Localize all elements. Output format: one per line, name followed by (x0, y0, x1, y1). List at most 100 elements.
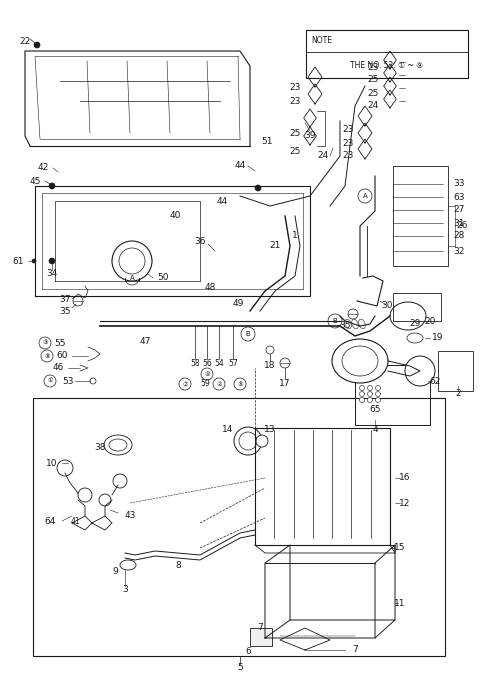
Text: 16: 16 (399, 473, 411, 483)
Circle shape (348, 309, 358, 319)
Text: 57: 57 (228, 359, 238, 369)
Circle shape (360, 397, 364, 403)
Text: 23: 23 (342, 138, 354, 148)
Circle shape (368, 391, 372, 397)
Ellipse shape (407, 333, 423, 343)
Text: 41: 41 (70, 517, 80, 525)
Text: 54: 54 (214, 359, 224, 369)
Text: 36: 36 (194, 237, 206, 245)
Text: 1: 1 (292, 231, 298, 241)
Text: 31: 31 (453, 218, 465, 228)
Text: 25: 25 (289, 146, 300, 155)
Text: B: B (333, 318, 337, 324)
Text: 25: 25 (367, 89, 379, 98)
Text: ②: ② (216, 382, 222, 386)
Circle shape (375, 386, 381, 391)
Text: 55: 55 (54, 338, 66, 348)
Circle shape (34, 42, 40, 48)
Ellipse shape (345, 319, 351, 329)
Bar (393, 293, 441, 321)
Text: 22: 22 (19, 37, 31, 45)
Text: 50: 50 (157, 273, 169, 283)
Text: 49: 49 (232, 300, 244, 308)
Text: 40: 40 (169, 212, 180, 220)
Circle shape (266, 346, 274, 354)
Text: 39: 39 (304, 132, 316, 140)
Text: 45: 45 (29, 176, 41, 186)
Text: 33: 33 (453, 180, 465, 188)
Text: 9: 9 (112, 567, 118, 576)
Text: 32: 32 (453, 247, 464, 256)
Text: 17: 17 (279, 380, 291, 388)
Circle shape (234, 378, 246, 390)
Circle shape (119, 248, 145, 274)
Text: 29: 29 (409, 319, 420, 329)
Circle shape (179, 378, 191, 390)
Circle shape (39, 337, 51, 349)
Text: 12: 12 (399, 498, 411, 508)
Circle shape (32, 259, 36, 263)
Ellipse shape (390, 302, 426, 330)
Circle shape (328, 314, 342, 328)
Text: ⑤: ⑤ (237, 382, 243, 386)
Circle shape (375, 397, 381, 403)
Circle shape (255, 185, 261, 191)
Bar (250, 628, 272, 646)
Circle shape (375, 391, 381, 397)
Text: 23: 23 (342, 125, 354, 134)
Text: 59: 59 (200, 380, 210, 388)
Circle shape (99, 494, 111, 506)
Circle shape (41, 350, 53, 362)
Text: A: A (362, 193, 367, 199)
Circle shape (360, 386, 364, 391)
Circle shape (125, 271, 139, 285)
Text: 64: 64 (44, 517, 56, 525)
Ellipse shape (352, 319, 358, 329)
Ellipse shape (359, 319, 365, 329)
Text: 61: 61 (12, 256, 24, 266)
Ellipse shape (120, 560, 136, 570)
Text: 27: 27 (453, 205, 464, 214)
Text: 19: 19 (432, 334, 444, 342)
Circle shape (360, 391, 364, 397)
Text: 58: 58 (190, 359, 200, 369)
Text: 44: 44 (216, 197, 228, 205)
Text: 42: 42 (37, 163, 48, 172)
Ellipse shape (109, 439, 127, 451)
Ellipse shape (332, 339, 388, 383)
Text: 23: 23 (289, 83, 300, 92)
Text: 65: 65 (369, 405, 381, 414)
Text: ③: ③ (42, 340, 48, 346)
Circle shape (44, 375, 56, 387)
Text: 28: 28 (453, 231, 464, 241)
Text: 24: 24 (317, 151, 329, 161)
Text: 53: 53 (62, 376, 74, 386)
Text: 62: 62 (429, 376, 441, 386)
Text: 35: 35 (59, 306, 71, 315)
Circle shape (368, 386, 372, 391)
Text: 56: 56 (202, 359, 212, 369)
Text: A: A (130, 275, 134, 281)
Circle shape (112, 241, 152, 281)
Text: THE NO. 52: ① ~ ⑨: THE NO. 52: ① ~ ⑨ (350, 62, 423, 71)
Text: 35: 35 (339, 321, 351, 330)
Text: 34: 34 (46, 269, 58, 279)
Text: 63: 63 (453, 193, 465, 201)
Text: 30: 30 (381, 302, 393, 311)
Ellipse shape (342, 346, 378, 376)
Circle shape (201, 368, 213, 380)
Text: 13: 13 (264, 426, 276, 435)
Text: 23: 23 (367, 62, 379, 71)
Circle shape (358, 189, 372, 203)
Ellipse shape (239, 432, 257, 450)
Text: 25: 25 (367, 75, 379, 85)
Text: 46: 46 (52, 363, 64, 372)
Circle shape (78, 488, 92, 502)
Text: 24: 24 (367, 102, 379, 111)
Text: B: B (246, 331, 251, 337)
Text: ④: ④ (204, 372, 210, 376)
Circle shape (368, 397, 372, 403)
Text: 14: 14 (222, 426, 234, 435)
Circle shape (49, 258, 55, 264)
Text: 48: 48 (204, 283, 216, 292)
